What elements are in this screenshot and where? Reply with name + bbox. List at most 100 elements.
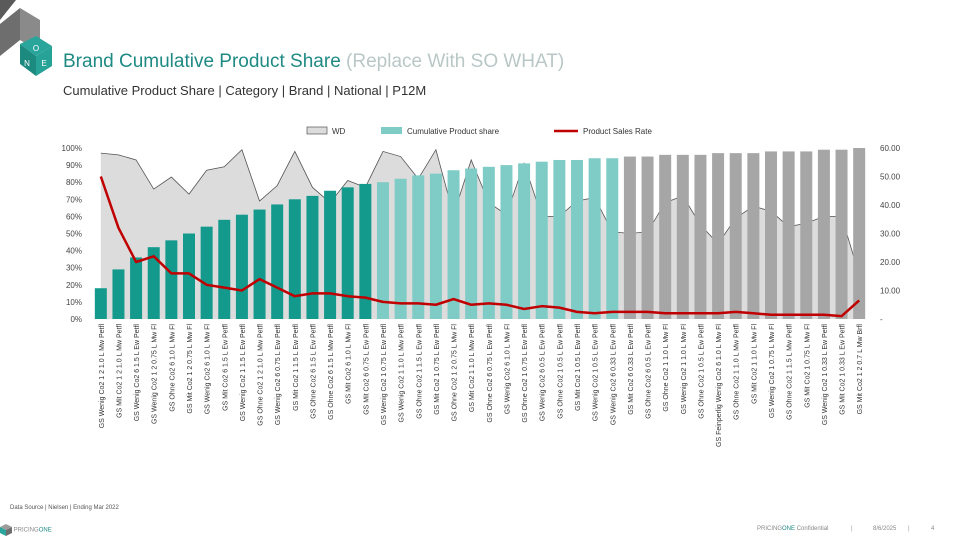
page-title-hint: (Replace With SO WHAT)	[346, 51, 565, 72]
data-source-note: Data Source | Nielsen | Ending Mar 2022	[10, 505, 119, 511]
cumulative-share-bar	[482, 166, 495, 319]
x-category-label: GS Ohne Co2 6 0.75 L Ew Petfl	[487, 324, 494, 423]
cumulative-share-bar	[341, 187, 354, 319]
cumulative-share-bar	[183, 233, 195, 319]
cumulative-share-bar	[659, 154, 672, 319]
x-category-label: GS Wenig Co2 1 0.5 L Ew Petfl	[593, 324, 600, 422]
x-category-label: GS Mit Co2 1 0.75 L Ew Petfl	[434, 324, 441, 415]
cumulative-share-bar	[500, 165, 513, 319]
x-category-label: GS Mit Co2 1 1.0 L Mw Petfl	[469, 324, 476, 412]
page-title-text: Brand Cumulative Product Share	[63, 51, 341, 72]
cumulative-share-bar	[324, 190, 337, 319]
y-left-tick-label: 70%	[66, 195, 82, 204]
x-category-label: GS Mit Co2 1 2 0.7 L Mw Brfl	[857, 324, 864, 415]
cube-icon	[0, 524, 12, 536]
cumulative-share-bar	[747, 153, 760, 319]
x-category-label: GS Wenig Co2 6 1.0 L Mw Fl	[504, 324, 511, 415]
y-right-tick-label: 40.00	[880, 201, 901, 210]
x-category-label: GS Wenig Co2 1 0.33 L Ew Petfl	[822, 324, 829, 426]
y-right-tick-label: 50.00	[880, 173, 901, 182]
logo-letter: E	[41, 59, 46, 68]
legend-share-swatch	[381, 127, 402, 134]
x-category-label: GS Wenig Co2 1 1.0 L Mw Fl	[681, 324, 688, 415]
y-left-tick-label: 100%	[62, 144, 82, 153]
x-category-label: GS Mit Co2 6 0.33 L Ew Petfl	[628, 324, 635, 415]
x-category-label: GS Ohne Co2 6 1.5 L Ew Petfl	[310, 324, 317, 419]
cumulative-share-bar	[147, 247, 160, 319]
cumulative-share-bar	[465, 168, 478, 319]
wd-area	[100, 149, 860, 319]
cumulative-share-bar	[253, 209, 266, 319]
x-category-label: GS Ohne Co2 6 1.5 L Mw Petfl	[328, 324, 335, 420]
cumulative-share-bar	[218, 219, 231, 319]
cumulative-share-bar	[165, 240, 178, 319]
y-left-tick-label: 0%	[70, 315, 82, 324]
cumulative-share-bar	[853, 148, 866, 319]
x-category-label: GS Ohne Co2 1 1.0 L Mw Fl	[663, 324, 670, 412]
cumulative-share-bar	[130, 257, 143, 319]
x-category-label: GS Ohne Co2 1 2 1.0 L Mw Petfl	[258, 324, 265, 426]
x-category-label: GS Ohne Co2 1 0.5 L Ew Petfl	[557, 324, 564, 419]
x-category-label: GS Mit Co2 1 2 0.75 L Mw Fl	[187, 324, 194, 414]
x-category-label: GS Ohne Co2 1 1.5 L Mw Petfl	[787, 324, 794, 420]
legend-rate-label: Product Sales Rate	[583, 127, 652, 136]
y-left-tick-label: 40%	[66, 247, 82, 256]
cumulative-share-bar	[765, 151, 777, 319]
x-category-label: GS Mit Co2 1 0.75 L Mw Fl	[804, 324, 811, 408]
x-category-label: GS Mit Co2 1 1.5 L Ew Petfl	[293, 324, 300, 411]
x-category-label: GS Wenig Co2 6 0.33 L Ew Petfl	[610, 324, 617, 426]
legend-wd-swatch	[306, 126, 328, 135]
cumulative-share-bar	[394, 178, 407, 319]
confidential-post: Confidential	[795, 526, 829, 532]
x-category-label: GS Wenig Co2 1 1.5 L Ew Petfl	[240, 324, 247, 422]
cumulative-share-bar	[112, 269, 125, 319]
cumulative-share-bar	[535, 161, 548, 319]
cumulative-share-bar	[800, 151, 813, 319]
x-category-label: GS Wenig Co2 1 2 0.75 L Mw Fl	[152, 324, 159, 424]
y-right-tick-label: 10.00	[880, 287, 901, 296]
logo-letter: O	[33, 44, 39, 53]
x-category-label: GS Wenig Co2 6 0.75 L Ew Petfl	[275, 324, 282, 426]
cumulative-share-bar	[447, 170, 460, 319]
cumulative-share-bar	[729, 153, 742, 319]
x-category-label: GS Mit Co2 6 0.75 L Ew Petfl	[363, 324, 370, 415]
cumulative-share-bar	[235, 214, 248, 319]
cumulative-share-bar	[623, 156, 636, 319]
logo-letter: N	[24, 59, 30, 68]
y-right-tick-label: -	[880, 315, 883, 324]
y-left-tick-label: 10%	[66, 298, 82, 307]
x-category-label: GS Mit Co2 1 0.33 L Ew Petfl	[840, 324, 847, 415]
y-right-tick-label: 30.00	[880, 230, 901, 239]
page-number: 4	[931, 526, 935, 532]
x-category-label: GS Mit Co2 1 1.0 L Mw Fl	[751, 324, 758, 404]
cumulative-share-bar	[306, 195, 319, 319]
confidential-pre: PRICING	[757, 526, 783, 532]
x-category-label: GS Wenig Co2 6 0.5 L Ew Petfl	[540, 324, 547, 422]
y-left-tick-label: 60%	[66, 212, 82, 221]
legend-share-label: Cumulative Product share	[407, 127, 500, 136]
cumulative-share-bar	[288, 199, 301, 319]
cumulative-share-bar	[412, 175, 425, 319]
x-category-label: GS Mit Co2 1 0.5 L Ew Petfl	[575, 324, 582, 411]
cumulative-share-bar	[359, 183, 372, 319]
x-category-label: GS Ohne Co2 1 0.75 L Ew Petfl	[522, 324, 529, 423]
cumulative-share-bar	[694, 154, 707, 319]
y-left-tick-label: 30%	[66, 264, 82, 273]
brand-post: ONE	[38, 527, 52, 534]
cumulative-share-bar	[676, 154, 689, 319]
page-subtitle: Cumulative Product Share | Category | Br…	[63, 83, 427, 98]
x-category-label: GS Wenig Co2 6 1.5 L Ew Petfl	[134, 324, 141, 422]
cumulative-share-bar	[553, 159, 566, 319]
confidential-label: PRICINGONE Confidential	[757, 526, 828, 532]
cumulative-share-bar	[782, 151, 795, 319]
x-category-label: GS Wenig Co2 1 1.0 L Mw Petfl	[399, 324, 406, 423]
y-left-tick-label: 20%	[66, 281, 82, 290]
cumulative-share-bar	[712, 153, 725, 319]
cumulative-share-bar	[571, 159, 583, 319]
x-category-label: GS Ohne Co2 6 1.0 L Mw Fl	[169, 324, 176, 412]
footer-date: 8/6/2025	[873, 526, 897, 532]
page-title: Brand Cumulative Product Share (Replace …	[63, 51, 564, 73]
footer-separator: |	[908, 526, 910, 532]
cumulative-share-bar	[606, 158, 619, 319]
y-right-tick-label: 60.00	[880, 144, 901, 153]
